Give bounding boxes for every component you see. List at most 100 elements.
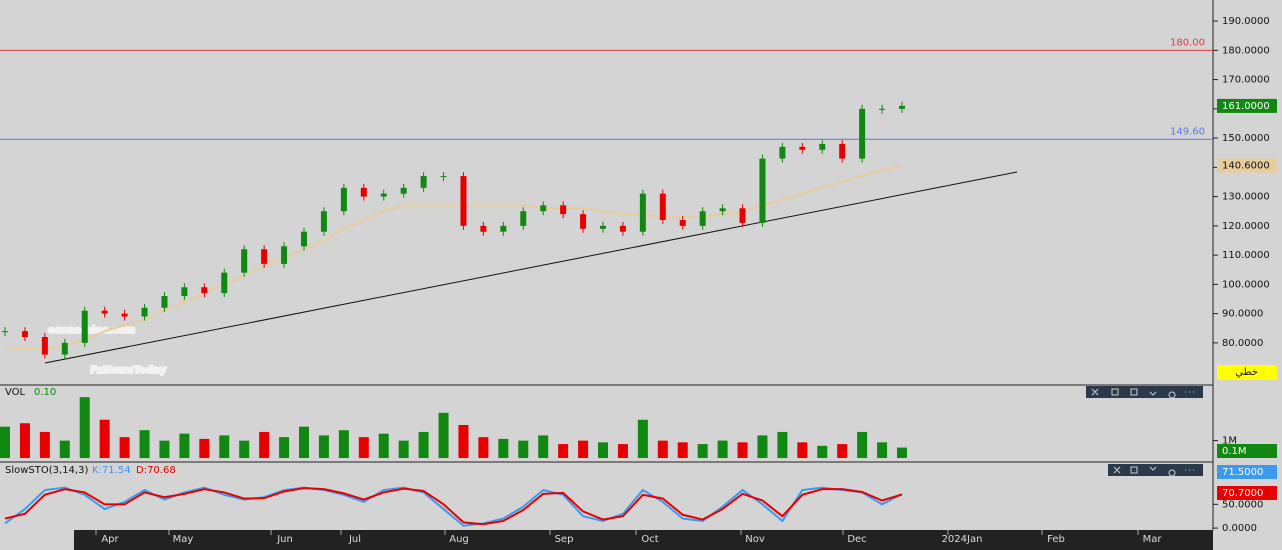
candle xyxy=(81,310,88,343)
candle xyxy=(699,211,706,226)
stochastic-last-bg xyxy=(1217,486,1277,500)
candle xyxy=(21,331,28,338)
watermark: FxNewsToday xyxy=(90,365,167,376)
y-tick-label: 170.0000 xyxy=(1222,75,1270,86)
y-tick-label: 1M xyxy=(1222,436,1237,447)
candle xyxy=(819,143,826,150)
y-tick-label: 180.0000 xyxy=(1222,45,1270,56)
candle xyxy=(161,296,168,308)
volume-bar xyxy=(279,437,290,458)
volume-bar xyxy=(59,440,70,458)
candle xyxy=(360,187,367,197)
candle xyxy=(480,225,487,232)
candle xyxy=(141,307,148,317)
volume-bar xyxy=(598,442,608,458)
candle xyxy=(101,310,108,314)
volume-bar xyxy=(318,435,329,458)
panel-toolbar[interactable] xyxy=(1108,464,1203,476)
x-tick-label: Apr xyxy=(101,534,119,545)
candle xyxy=(241,249,248,273)
volume-bar xyxy=(239,440,250,458)
trend-line xyxy=(44,171,1018,364)
volume-bar xyxy=(498,438,509,458)
candle xyxy=(899,105,905,109)
candle xyxy=(41,337,48,355)
volume-bar xyxy=(677,442,688,458)
volume-bar xyxy=(837,444,848,458)
volume-bar xyxy=(877,442,888,458)
toolbar-icons xyxy=(1113,466,1194,477)
x-tick-label: Jun xyxy=(276,534,293,545)
y-tick-label: 80.0000 xyxy=(1222,338,1263,349)
level-label: 180.00 xyxy=(1170,37,1205,48)
volume-bar xyxy=(0,426,10,458)
candle xyxy=(460,176,467,226)
volume-bar xyxy=(179,433,190,458)
volume-bar xyxy=(438,412,449,458)
candle xyxy=(61,342,68,355)
volume-bar xyxy=(378,433,389,458)
volume-bar xyxy=(19,423,30,458)
volume-bar xyxy=(857,431,868,458)
y-tick-label: 110.0000 xyxy=(1222,250,1270,261)
candle xyxy=(879,108,886,110)
volume-bar xyxy=(717,440,728,458)
volume-bar xyxy=(558,444,569,458)
candle xyxy=(500,225,507,232)
candle xyxy=(121,313,128,317)
time-axis xyxy=(74,530,1213,550)
moving-average xyxy=(5,164,903,350)
volume-bar xyxy=(119,437,130,458)
volume-bar xyxy=(139,430,150,458)
candle xyxy=(540,205,547,212)
volume-bar xyxy=(79,397,90,458)
candle xyxy=(659,193,666,220)
candle xyxy=(440,176,447,178)
panel-value: 0.10 xyxy=(34,387,56,398)
volume-bar xyxy=(259,431,270,458)
volume-bar xyxy=(478,437,489,458)
volume-bar xyxy=(578,440,589,458)
volume-bar xyxy=(518,440,529,458)
y-tick-label: 0.0000 xyxy=(1222,523,1257,534)
x-tick-label: 2024Jan xyxy=(942,534,983,545)
candle xyxy=(619,225,626,232)
x-tick-label: Oct xyxy=(641,534,658,545)
y-tick-label: 100.0000 xyxy=(1222,279,1270,290)
volume-bar xyxy=(159,440,170,458)
toolbar-icons xyxy=(1091,388,1194,399)
candle xyxy=(679,220,686,226)
y-tick-label: 190.0000 xyxy=(1222,16,1270,27)
ma-last-bg xyxy=(1217,158,1277,173)
x-tick-label: Dec xyxy=(847,534,866,545)
candle xyxy=(839,143,846,159)
volume-bar xyxy=(657,440,668,458)
y-tick-label: 90.0000 xyxy=(1222,309,1263,320)
volume-bar xyxy=(39,431,50,458)
stochastic-line xyxy=(4,487,903,526)
x-tick-label: Feb xyxy=(1047,534,1065,545)
volume-bar xyxy=(99,419,110,458)
candle xyxy=(580,214,587,229)
last-price: 161.0000 xyxy=(1222,101,1270,112)
candle xyxy=(400,187,407,194)
style-badge-bg xyxy=(1217,365,1277,380)
candle xyxy=(420,176,427,188)
candle xyxy=(639,193,646,232)
candle xyxy=(719,208,726,212)
panel-title: SlowSTO(3,14,3) xyxy=(5,465,88,476)
x-tick-label: May xyxy=(173,534,194,545)
y-tick-label: 50.0000 xyxy=(1222,499,1263,510)
candle xyxy=(340,187,347,212)
x-tick-label: Nov xyxy=(745,534,765,545)
candle xyxy=(520,211,527,226)
y-tick-label: 120.0000 xyxy=(1222,221,1270,232)
volume-bar xyxy=(458,424,469,458)
level-label: 149.60 xyxy=(1170,126,1205,137)
y-tick-label: 130.0000 xyxy=(1222,192,1270,203)
candle xyxy=(2,331,8,333)
stochastic-last: 70.7000 xyxy=(1222,488,1263,499)
candle xyxy=(301,231,307,247)
